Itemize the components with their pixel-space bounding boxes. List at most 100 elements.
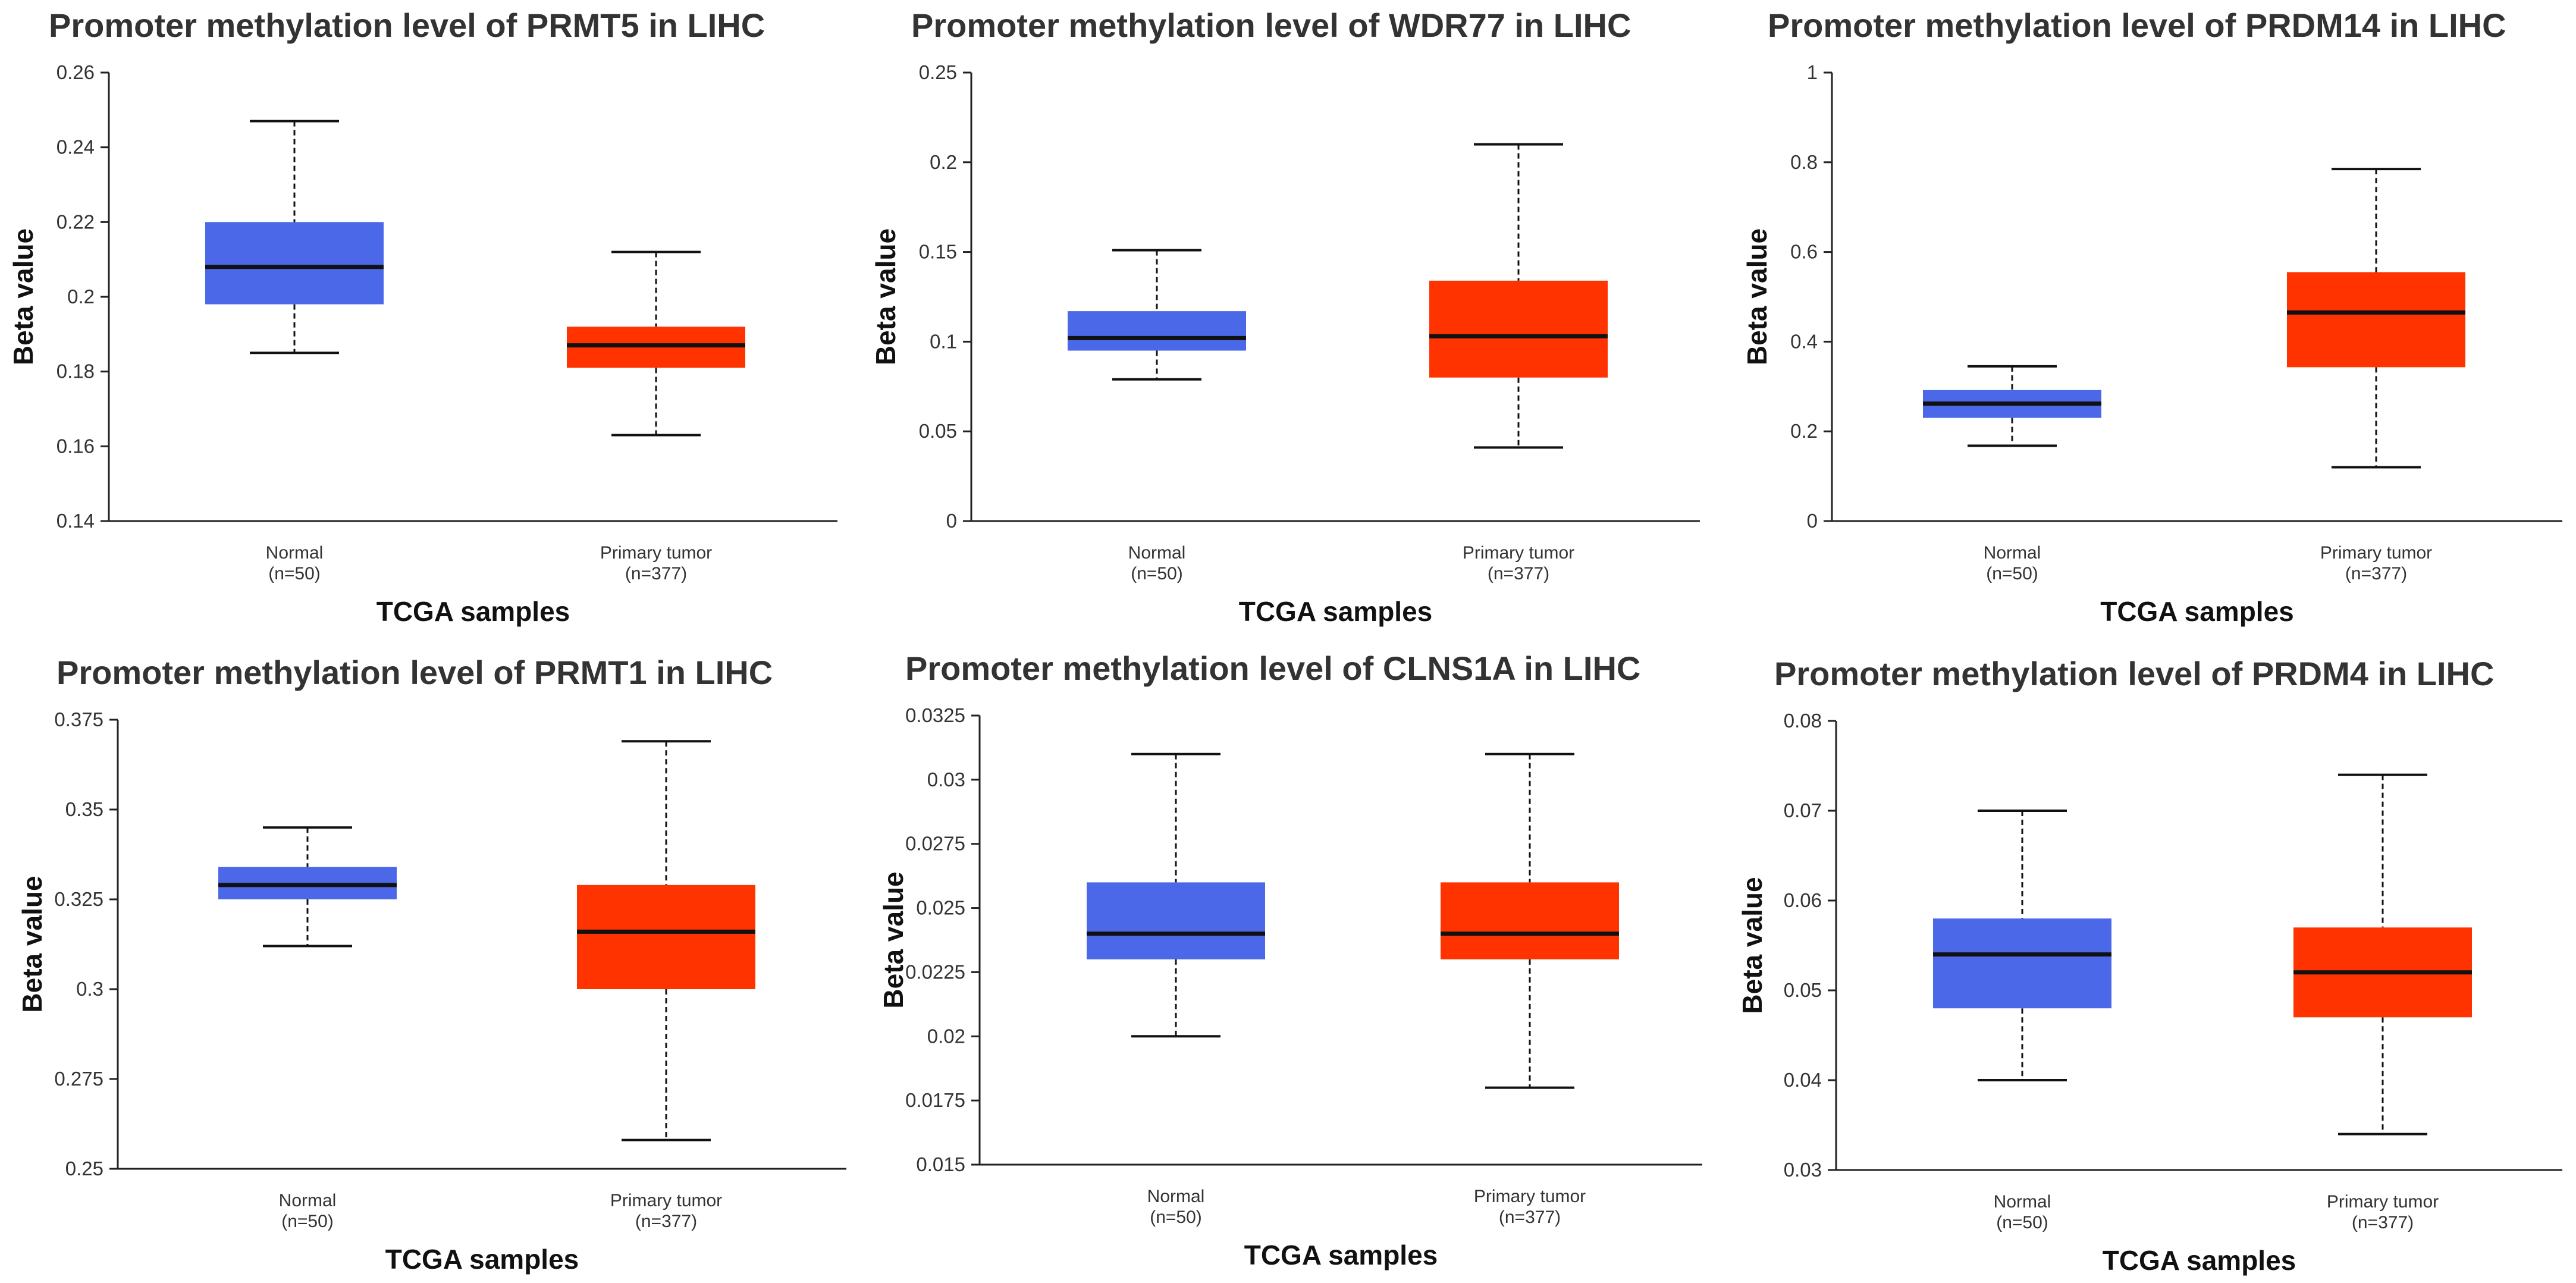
y-tick-label: 0.06 [1784, 889, 1822, 911]
x-category-count: (n=377) [635, 1212, 697, 1231]
x-category-label: Normal [1147, 1187, 1205, 1206]
x-category-label: Normal [266, 543, 324, 563]
y-axis-label: Beta value [870, 228, 901, 365]
x-category-count: (n=377) [1499, 1207, 1561, 1227]
box-normal: Normal(n=50) [1923, 365, 2101, 584]
y-tick-label: 0 [946, 510, 957, 532]
iqr-box [1429, 280, 1608, 378]
chart-panel-5: Promoter methylation level of CLNS1A in … [878, 650, 1702, 1271]
x-category-count: (n=377) [2345, 564, 2407, 584]
chart-title: Promoter methylation level of CLNS1A in … [905, 650, 1640, 687]
y-tick-label: 0.275 [54, 1068, 103, 1090]
box-primary-tumor: Primary tumor (n=377) [577, 740, 755, 1231]
y-axis-label: Beta value [8, 228, 39, 365]
x-axis-label: TCGA samples [376, 596, 570, 627]
y-tick-label: 0.08 [1784, 710, 1822, 732]
y-tick-label: 1 [1807, 61, 1818, 83]
x-category-count: (n=377) [1488, 564, 1549, 584]
chart-title: Promoter methylation level of WDR77 in L… [911, 7, 1631, 44]
x-category-label: Normal [1128, 543, 1186, 563]
y-tick-label: 0 [1807, 510, 1818, 532]
y-axis-label: Beta value [1742, 228, 1772, 365]
x-category-label: Normal [1984, 543, 2041, 563]
y-tick-label: 0.02 [927, 1025, 965, 1047]
iqr-box [1441, 882, 1619, 959]
box-primary-tumor: Primary tumor(n=377) [2287, 168, 2465, 584]
x-category-count: (n=377) [2352, 1213, 2414, 1232]
x-category-label: Primary tumor [610, 1191, 722, 1210]
y-tick-label: 0.04 [1784, 1069, 1822, 1091]
x-axis-label: TCGA samples [1244, 1240, 1438, 1271]
y-tick-label: 0.14 [57, 510, 95, 532]
y-axis-label: Beta value [878, 871, 909, 1008]
y-tick-label: 0.35 [65, 798, 103, 820]
y-tick-label: 0.0325 [905, 704, 965, 726]
x-category-count: (n=50) [1996, 1213, 2048, 1232]
box-primary-tumor: Primary tumor(n=377) [2293, 773, 2472, 1232]
x-category-count: (n=50) [1150, 1207, 1202, 1227]
box-normal: Normal(n=50) [1068, 249, 1246, 584]
y-tick-label: 0.03 [927, 768, 965, 790]
box-primary-tumor: Primary tumor(n=377) [1429, 143, 1608, 584]
x-category-count: (n=50) [1131, 564, 1183, 584]
chart-panel-1: Promoter methylation level of PRMT5 in L… [8, 7, 837, 627]
y-tick-label: 0.22 [57, 211, 95, 233]
y-tick-label: 0.26 [57, 61, 95, 83]
y-tick-label: 0.0275 [905, 833, 965, 855]
chart-panel-2: Promoter methylation level of WDR77 in L… [870, 7, 1700, 627]
y-tick-label: 0.25 [919, 61, 957, 83]
chart-title: Promoter methylation level of PRMT5 in L… [49, 7, 765, 44]
x-axis-label: TCGA samples [2100, 596, 2294, 627]
y-tick-label: 0.15 [919, 241, 957, 263]
y-tick-label: 0.6 [1790, 241, 1818, 263]
iqr-box [577, 884, 755, 989]
x-category-count: (n=50) [1986, 564, 2038, 584]
iqr-box [1933, 918, 2111, 1009]
y-tick-label: 0.18 [57, 360, 95, 382]
y-tick-label: 0.2 [930, 151, 957, 173]
box-normal: Normal(n=50) [1933, 810, 2111, 1232]
x-axis-label: TCGA samples [1239, 596, 1433, 627]
x-category-count: (n=50) [268, 564, 321, 584]
x-category-label: Primary tumor [600, 543, 712, 563]
iqr-box [205, 222, 384, 305]
x-category-label: Normal [279, 1191, 337, 1210]
y-tick-label: 0.8 [1790, 151, 1818, 173]
x-category-label: Primary tumor [2320, 543, 2432, 563]
x-axis-label: TCGA samples [385, 1244, 579, 1275]
y-tick-label: 0.03 [1784, 1159, 1822, 1181]
y-tick-label: 0.1 [930, 330, 957, 352]
y-tick-label: 0.24 [57, 136, 95, 158]
chart-panel-3: Promoter methylation level of PRDM14 in … [1742, 7, 2562, 627]
x-category-label: Normal [1994, 1192, 2051, 1212]
y-tick-label: 0.0175 [905, 1089, 965, 1111]
chart-title: Promoter methylation level of PRDM14 in … [1768, 7, 2506, 44]
y-tick-label: 0.3 [76, 978, 103, 1000]
y-tick-label: 0.0225 [905, 961, 965, 983]
y-tick-label: 0.025 [916, 897, 965, 919]
y-tick-label: 0.2 [67, 286, 95, 308]
box-primary-tumor: Primary tumor(n=377) [567, 250, 745, 584]
x-category-label: Primary tumor [1463, 543, 1574, 563]
y-tick-label: 0.05 [919, 420, 957, 442]
y-tick-label: 0.015 [916, 1153, 965, 1175]
y-tick-label: 0.16 [57, 435, 95, 457]
chart-panel-6: Promoter methylation level of PRDM4 in L… [1737, 655, 2562, 1276]
iqr-box [2287, 272, 2465, 368]
chart-title: Promoter methylation level of PRDM4 in L… [1774, 655, 2494, 692]
chart-title: Promoter methylation level of PRMT1 in L… [57, 654, 773, 691]
y-tick-label: 0.05 [1784, 979, 1822, 1001]
x-category-label: Primary tumor [2327, 1192, 2439, 1212]
y-tick-label: 0.07 [1784, 799, 1822, 821]
y-tick-label: 0.4 [1790, 330, 1818, 352]
y-axis-label: Beta value [1737, 877, 1768, 1014]
chart-panel-4: Promoter methylation level of PRMT1 in L… [17, 654, 846, 1275]
iqr-box [1087, 882, 1265, 959]
x-category-label: Primary tumor [1474, 1187, 1586, 1206]
box-primary-tumor: Primary tumor(n=377) [1441, 752, 1619, 1227]
box-normal: Normal(n=50) [218, 826, 397, 1231]
y-axis-label: Beta value [17, 876, 48, 1012]
x-axis-label: TCGA samples [2103, 1245, 2296, 1276]
x-category-count: (n=377) [625, 564, 687, 584]
